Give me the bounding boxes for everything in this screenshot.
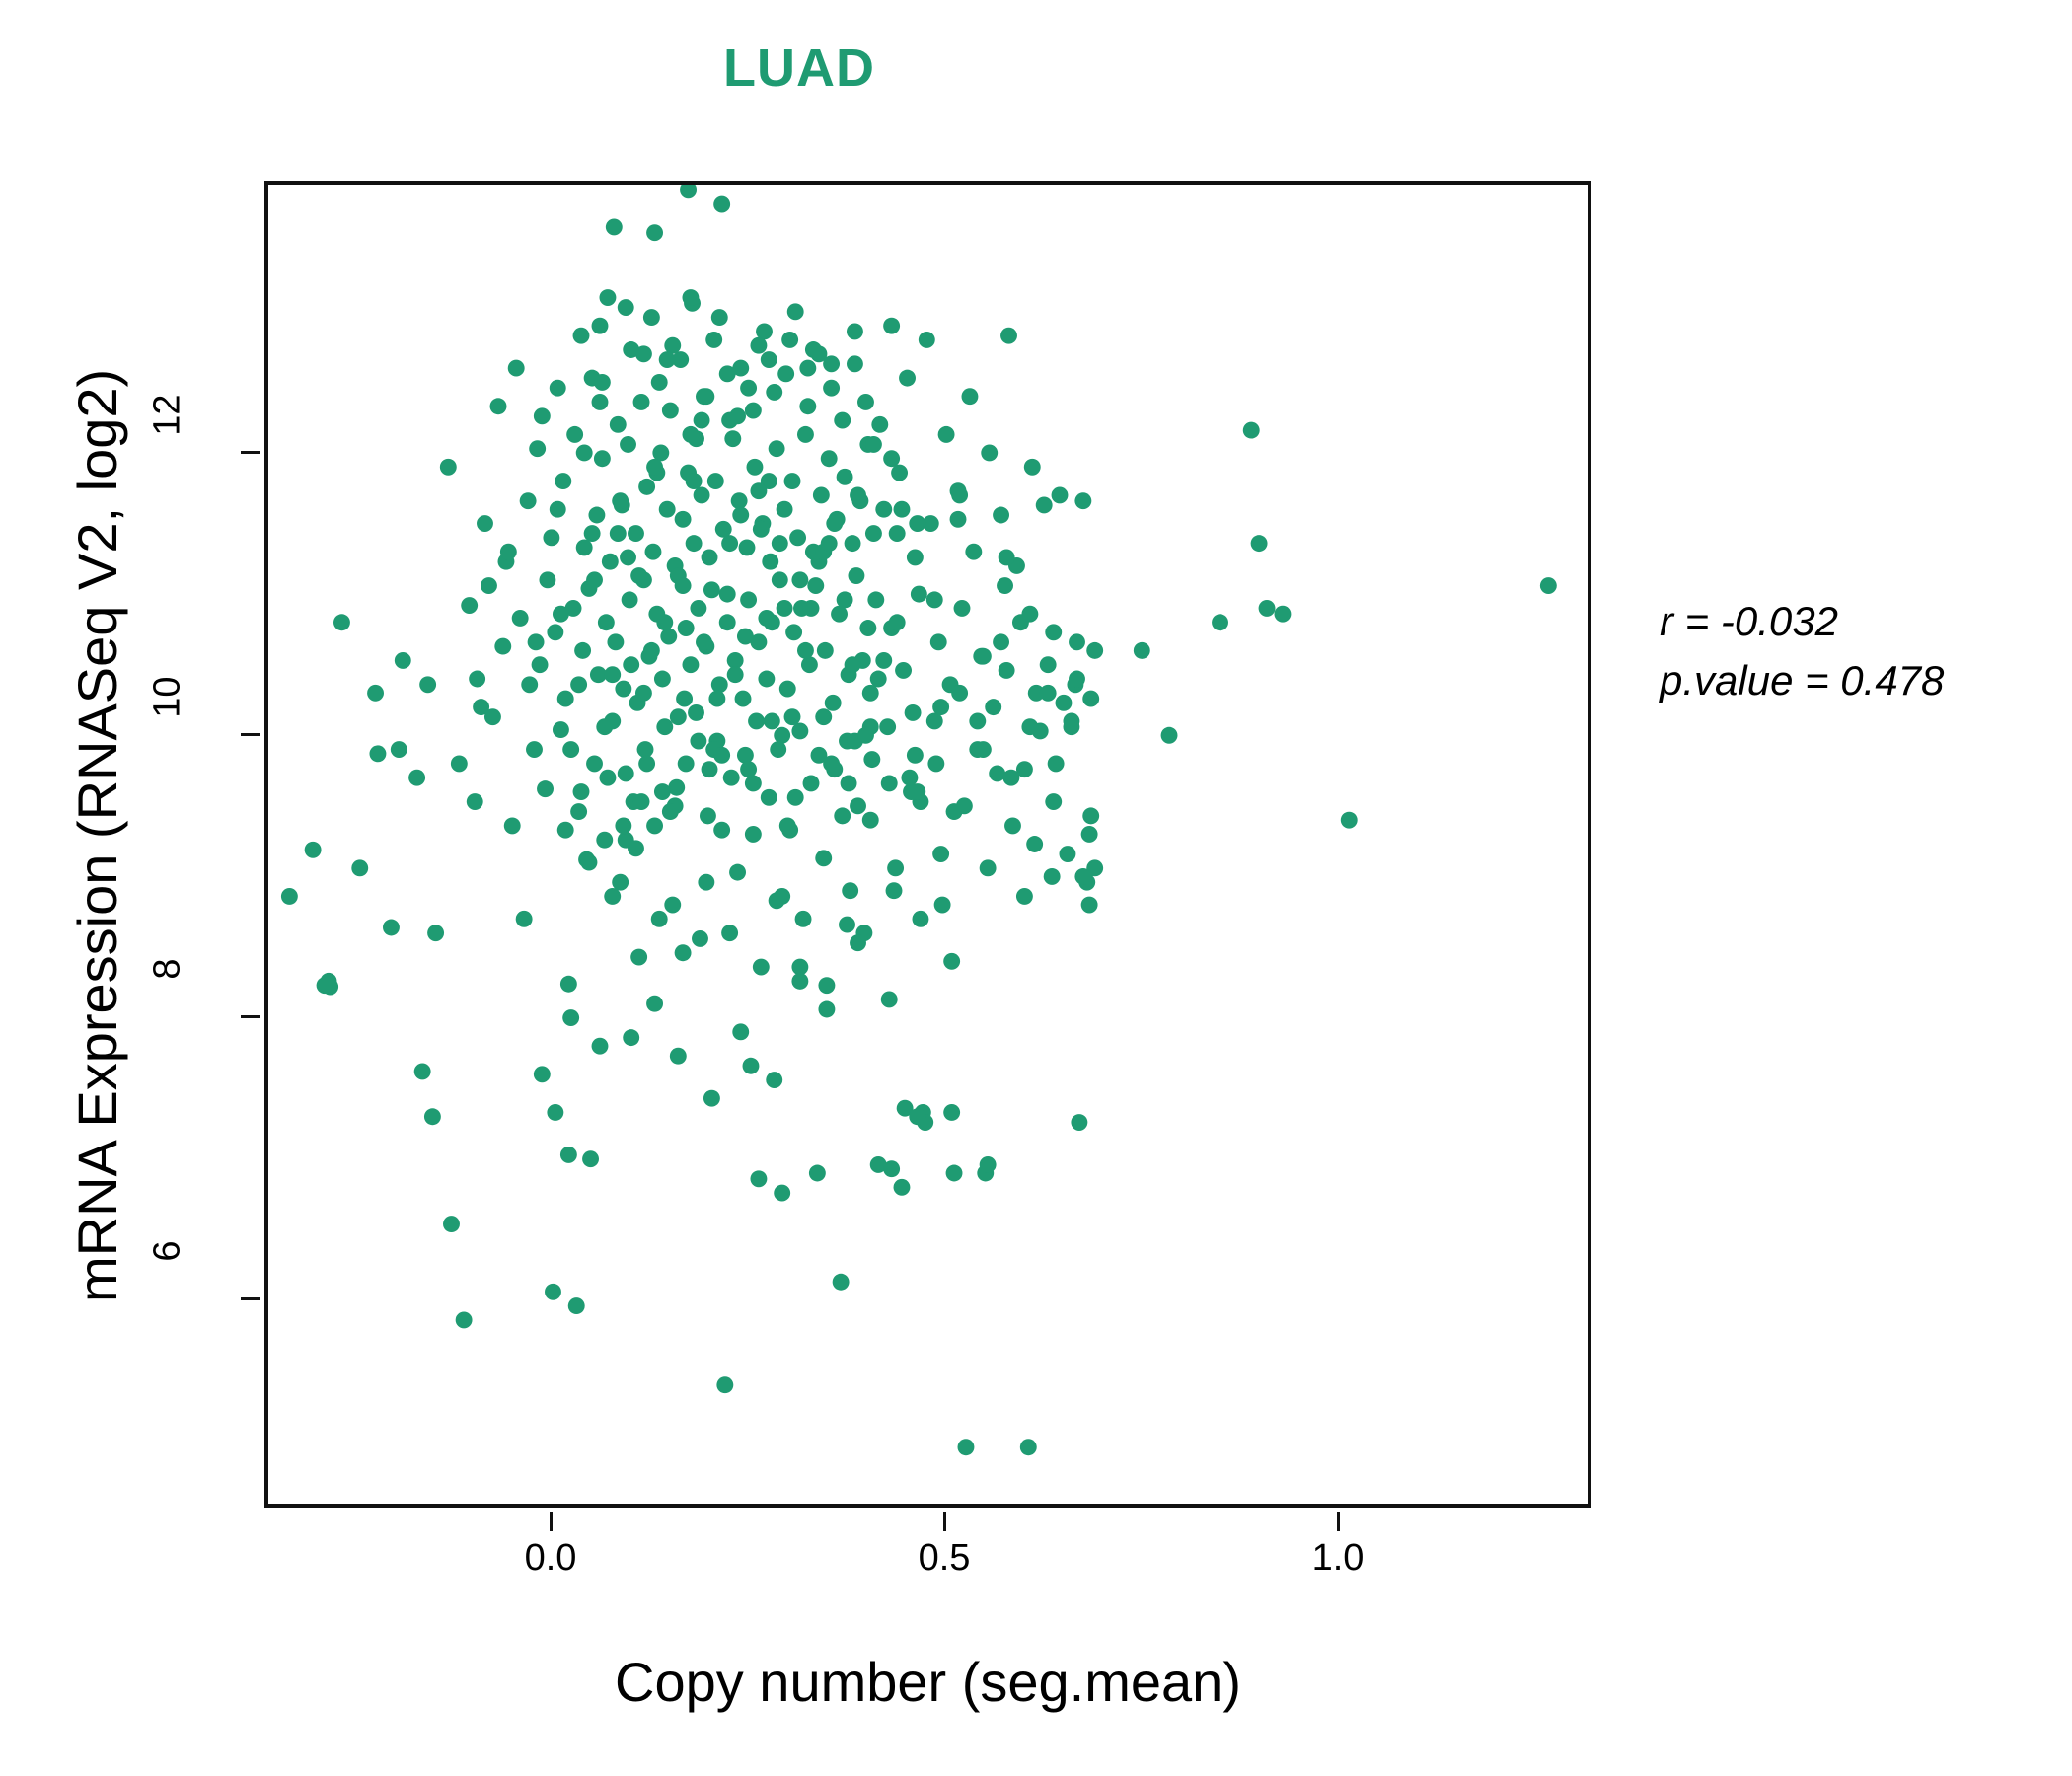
x-tick-0 <box>550 1512 553 1531</box>
y-tick-label-3: 12 <box>146 394 188 436</box>
y-tick-label-2: 10 <box>146 676 188 718</box>
x-tick-label-0: 0.0 <box>524 1537 577 1579</box>
y-tick-3 <box>241 451 260 454</box>
p-value: p.value = 0.478 <box>1660 656 1945 703</box>
x-tick-2 <box>1337 1512 1340 1531</box>
statistics-annotation: r = -0.032 p.value = 0.478 <box>1660 592 2054 709</box>
x-tick-label-2: 1.0 <box>1311 1537 1365 1579</box>
y-tick-label-1: 8 <box>146 958 188 980</box>
x-tick-1 <box>943 1512 946 1531</box>
y-axis-title: mRNA Expression (RNASeq V2, log2) <box>66 368 128 1302</box>
x-tick-label-1: 0.5 <box>918 1537 971 1579</box>
chart-title: LUAD <box>723 38 875 98</box>
y-tick-0 <box>241 1297 260 1300</box>
y-tick-2 <box>241 733 260 736</box>
y-tick-label-0: 6 <box>146 1240 188 1262</box>
x-axis-title: Copy number (seg.mean) <box>615 1651 1241 1713</box>
y-tick-1 <box>241 1015 260 1018</box>
plot-area <box>264 181 1591 1508</box>
correlation-r: r = -0.032 <box>1660 598 1838 644</box>
scatter-points-layer <box>280 185 1557 1456</box>
